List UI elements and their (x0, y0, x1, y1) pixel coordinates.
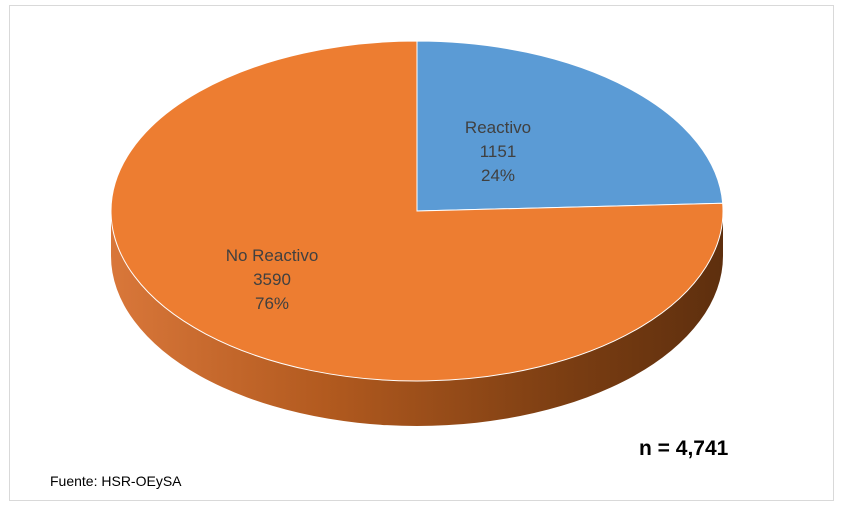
slice-label-percent: 76% (255, 294, 289, 313)
pie-slice-reactivo (416, 40, 724, 212)
slice-label-value: 3590 (253, 270, 291, 289)
slice-label-percent: 24% (481, 166, 515, 185)
slice-label-name: No Reactivo (226, 246, 319, 265)
pie-slice-no-reactivo (110, 40, 724, 382)
sample-size-label: n = 4,741 (639, 437, 729, 460)
source-note: Fuente: HSR-OEySA (50, 473, 182, 489)
slice-label-value: 1151 (480, 142, 517, 161)
slice-label-name: Reactivo (465, 118, 531, 137)
pie-side-wall (111, 211, 723, 426)
